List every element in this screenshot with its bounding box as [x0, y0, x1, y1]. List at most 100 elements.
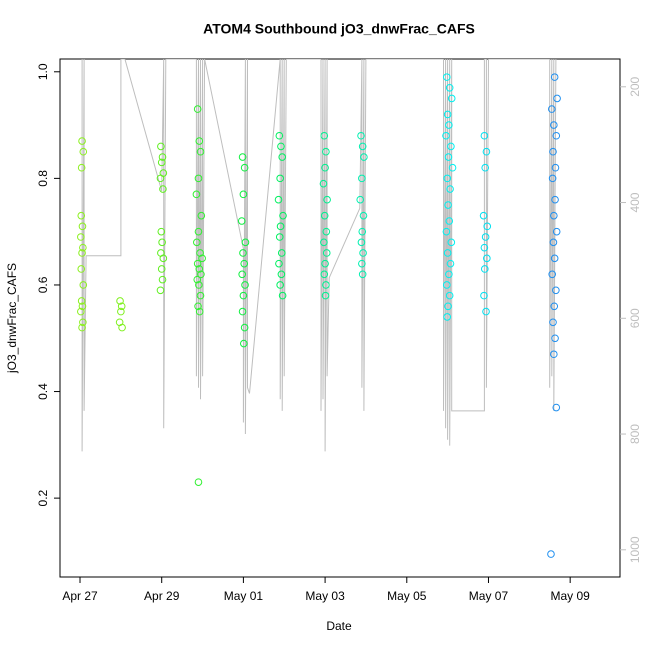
data-point	[197, 211, 206, 220]
data-point	[78, 249, 86, 257]
data-point	[443, 249, 452, 257]
data-point	[157, 158, 166, 167]
data-point	[193, 259, 202, 268]
data-point	[480, 131, 489, 140]
data-point	[445, 121, 453, 129]
data-point	[274, 195, 283, 204]
data-point	[194, 478, 203, 486]
data-point	[78, 222, 87, 231]
y2-tick-label: 1000	[628, 536, 642, 563]
data-point	[442, 227, 451, 236]
data-point	[237, 217, 246, 225]
data-point	[276, 174, 284, 183]
data-point	[448, 163, 457, 172]
data-point	[443, 110, 452, 119]
data-point	[547, 550, 555, 558]
data-point	[358, 227, 367, 236]
data-point	[319, 179, 328, 188]
data-point	[445, 270, 453, 279]
data-point	[445, 217, 454, 225]
x-tick-label: May 05	[387, 589, 427, 603]
data-point	[482, 307, 490, 316]
data-point	[357, 238, 366, 247]
data-point	[77, 211, 86, 220]
data-point	[240, 259, 249, 268]
data-point	[549, 318, 557, 327]
data-point	[77, 163, 86, 172]
data-point	[194, 302, 202, 311]
data-point	[277, 249, 286, 257]
data-point	[322, 227, 331, 236]
data-point	[552, 403, 561, 412]
data-point	[156, 286, 165, 295]
x-tick-label: May 07	[469, 589, 509, 603]
data-point	[549, 238, 558, 247]
y-axis-label: jO3_dnwFrac_CAFS	[5, 263, 19, 374]
data-point	[357, 131, 365, 140]
data-point	[158, 238, 166, 247]
data-point	[275, 233, 284, 241]
data-point	[550, 73, 559, 81]
data-point	[443, 174, 452, 183]
data-point	[193, 238, 201, 247]
data-point	[77, 297, 86, 305]
data-point	[359, 211, 368, 220]
data-point	[157, 265, 166, 273]
data-point	[278, 153, 287, 161]
data-point	[193, 105, 202, 113]
data-point	[550, 350, 558, 359]
data-point	[118, 323, 126, 332]
data-point	[550, 121, 558, 129]
data-point	[320, 238, 328, 247]
data-point	[195, 307, 204, 316]
data-point	[358, 259, 366, 268]
data-point	[444, 201, 452, 209]
data-point	[240, 323, 249, 332]
data-point	[79, 318, 87, 327]
data-point	[78, 302, 87, 311]
y2-tick-label: 800	[628, 424, 642, 444]
data-point	[159, 185, 167, 193]
data-point	[356, 195, 365, 204]
data-point	[481, 233, 490, 241]
data-point	[547, 105, 556, 113]
data-point	[549, 147, 557, 156]
data-point	[320, 131, 329, 140]
y-tick-label: 1.0	[36, 63, 50, 80]
data-point	[321, 259, 329, 268]
data-point	[193, 275, 202, 284]
data-point	[196, 291, 205, 300]
data-point	[446, 259, 455, 268]
data-point	[553, 94, 561, 103]
data-point	[443, 313, 452, 321]
y-tick-label: 0.4	[36, 383, 50, 400]
data-point	[198, 254, 206, 263]
data-point	[322, 249, 331, 257]
data-point	[159, 254, 168, 263]
data-point	[77, 233, 85, 241]
data-point	[360, 153, 368, 161]
data-point	[157, 227, 166, 236]
data-point	[240, 339, 248, 348]
data-point	[238, 153, 247, 161]
x-tick-label: May 01	[224, 589, 264, 603]
data-point	[279, 211, 287, 220]
data-point	[116, 297, 124, 305]
data-point	[320, 270, 329, 279]
data-point	[158, 275, 167, 284]
data-point	[78, 137, 86, 145]
y2-tick-label: 200	[628, 76, 642, 96]
data-point	[482, 147, 491, 156]
data-point	[276, 281, 284, 289]
data-point	[480, 265, 489, 273]
data-point	[239, 291, 248, 300]
data-point	[79, 281, 88, 289]
data-point	[323, 195, 331, 204]
data-point	[158, 153, 167, 161]
data-point	[551, 195, 559, 204]
data-point	[78, 323, 86, 332]
data-point	[322, 147, 330, 156]
data-point	[77, 307, 85, 316]
data-point	[552, 227, 561, 236]
